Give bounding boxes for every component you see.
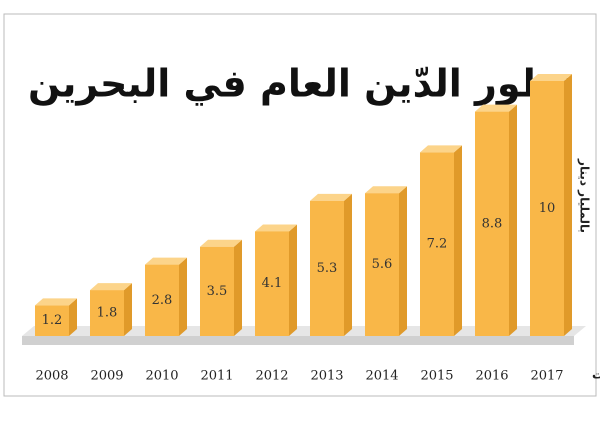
- bar: [420, 152, 454, 336]
- bar-side: [289, 224, 297, 336]
- value-label: 8.8: [482, 216, 503, 231]
- value-label: 5.6: [372, 257, 393, 272]
- bar-top: [475, 104, 517, 112]
- y-axis-label: بالمليار دينار: [578, 158, 592, 233]
- bar-top: [365, 186, 407, 194]
- bar: [145, 264, 179, 336]
- bar-side: [234, 239, 242, 336]
- bar-top: [145, 257, 187, 265]
- floor-front: [22, 336, 574, 345]
- bar: [365, 193, 399, 336]
- x-tick-label: 2013: [310, 369, 343, 384]
- forecast-annotation: توقعات: [592, 368, 600, 383]
- x-tick-label: 2011: [200, 369, 233, 384]
- bar-side: [454, 145, 462, 336]
- bar-top: [90, 283, 132, 291]
- bar-top: [530, 74, 572, 81]
- x-tick-label: 2009: [90, 369, 123, 384]
- bar: [90, 290, 124, 336]
- value-label: 1.2: [42, 313, 63, 328]
- chart-title: تطور الدّين العام في البحرين: [28, 62, 572, 107]
- x-tick-label: 2008: [35, 369, 68, 384]
- bar: [475, 111, 509, 336]
- bar: [310, 200, 344, 336]
- value-label: 1.8: [97, 306, 118, 321]
- value-label: 7.2: [427, 237, 448, 252]
- bar-side: [179, 257, 187, 336]
- bar: [530, 81, 564, 336]
- bar-top: [310, 193, 352, 201]
- bar-side: [124, 283, 132, 336]
- bar-top: [420, 145, 462, 153]
- x-tick-label: 2016: [475, 369, 508, 384]
- bar-top: [200, 239, 242, 247]
- x-tick-label: 2015: [420, 369, 453, 384]
- value-label: 5.3: [317, 261, 338, 276]
- bar: [255, 231, 289, 336]
- value-label: 10: [539, 201, 556, 216]
- x-tick-label: 2014: [365, 369, 398, 384]
- bar-side: [399, 186, 407, 336]
- x-tick-label: 2012: [255, 369, 288, 384]
- bar: [200, 246, 234, 336]
- bar-side: [564, 74, 572, 336]
- x-tick-label: 2017: [530, 369, 563, 384]
- bar-top: [255, 224, 297, 232]
- bar-side: [69, 298, 77, 336]
- bar-top: [35, 298, 77, 306]
- bar-side: [344, 193, 352, 336]
- value-label: 4.1: [262, 276, 283, 291]
- value-label: 3.5: [207, 284, 228, 299]
- bar-side: [509, 104, 517, 336]
- bar: [35, 305, 69, 336]
- value-label: 2.8: [152, 293, 173, 308]
- x-tick-label: 2010: [145, 369, 178, 384]
